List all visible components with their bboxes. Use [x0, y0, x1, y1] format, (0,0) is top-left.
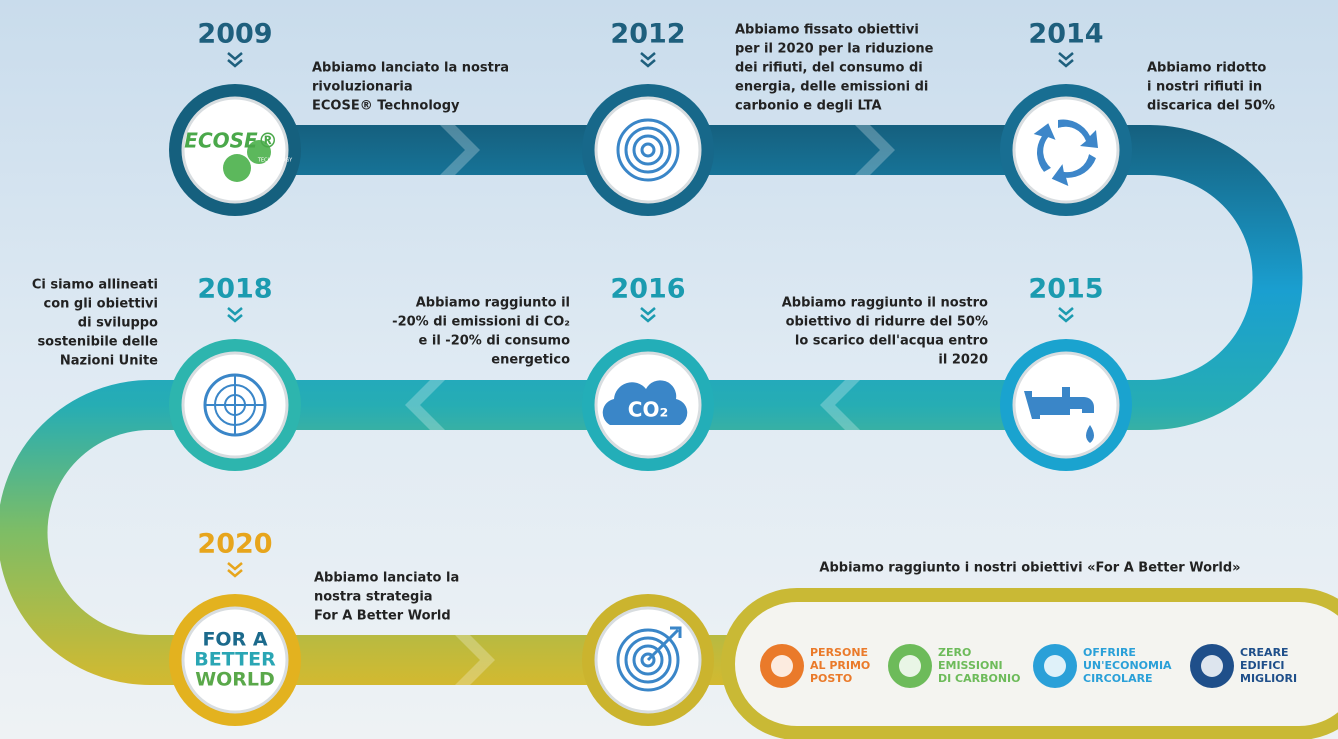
milestone-text: sostenibile delle	[37, 335, 158, 350]
year: 2016	[610, 274, 685, 305]
milestone-text: obiettivo di ridurre del 50%	[786, 315, 988, 330]
goal-label: AL PRIMO	[810, 659, 870, 672]
goal-icon-inner	[771, 655, 793, 677]
milestone-text: Abbiamo lanciato la nostra	[312, 61, 509, 76]
goal-label: DI CARBONIO	[938, 672, 1021, 685]
milestone-text: nostra strategia	[314, 590, 433, 605]
year: 2018	[197, 274, 272, 305]
milestone-text: -20% di emissioni di CO₂	[392, 315, 570, 330]
milestone-text: Nazioni Unite	[60, 354, 158, 369]
icon-text: TECHNOLOGY	[257, 158, 293, 164]
milestone-text: rivoluzionaria	[312, 80, 413, 95]
milestone-text: ECOSE® Technology	[312, 99, 460, 114]
goal-icon-inner	[899, 655, 921, 677]
milestone-text: per il 2020 per la riduzione	[735, 42, 934, 57]
milestone-text: Abbiamo lanciato la	[314, 571, 459, 586]
goals-title: Abbiamo raggiunto i nostri obiettivi «Fo…	[819, 561, 1240, 576]
year: 2012	[610, 19, 685, 50]
goal-label: POSTO	[810, 672, 852, 685]
milestone-text: dei rifiuti, del consumo di	[735, 61, 923, 76]
year: 2014	[1028, 19, 1103, 50]
milestone-text: Abbiamo ridotto	[1147, 61, 1266, 76]
year: 2015	[1028, 274, 1103, 305]
goal-label: MIGLIORI	[1240, 672, 1297, 685]
milestone-text: Abbiamo raggiunto il	[416, 296, 570, 311]
milestone-text: lo scarico dell'acqua entro	[795, 334, 988, 349]
icon-text: CO₂	[628, 398, 668, 422]
goal-label: CIRCOLARE	[1083, 672, 1153, 685]
milestone-text: i nostri rifiuti in	[1147, 80, 1262, 95]
goal-label: PERSONE	[810, 646, 868, 659]
milestone-text: Abbiamo raggiunto il nostro	[782, 296, 988, 311]
timeline-infographic: 2009 Abbiamo lanciato la nostra rivoluzion…	[0, 0, 1338, 739]
milestone-text: energia, delle emissioni di	[735, 80, 928, 95]
goal-label: EMISSIONI	[938, 659, 1003, 672]
milestone-text: di sviluppo	[78, 316, 158, 331]
milestone-text: Abbiamo fissato obiettivi	[735, 23, 919, 38]
milestone-text: con gli obiettivi	[44, 297, 159, 312]
milestone-text: Ci siamo allineati	[32, 278, 158, 293]
goal-label: EDIFICI	[1240, 659, 1285, 672]
icon-text: ECOSE®	[184, 129, 277, 153]
icon-disc	[596, 98, 700, 202]
icon-text: BETTER	[194, 649, 276, 671]
year: 2009	[197, 19, 272, 50]
goal-label: ZERO	[938, 646, 971, 659]
goal-label: OFFRIRE	[1083, 646, 1136, 659]
icon-text: WORLD	[195, 669, 275, 691]
icon-text: FOR A	[202, 629, 267, 651]
goal-icon-inner	[1044, 655, 1066, 677]
milestone-text: carbonio e degli LTA	[735, 99, 882, 114]
milestone-text: e il -20% di consumo	[419, 334, 571, 349]
milestone-text: discarica del 50%	[1147, 99, 1275, 114]
year: 2020	[197, 529, 272, 560]
goal-icon-inner	[1201, 655, 1223, 677]
milestone-text: il 2020	[938, 353, 988, 368]
icon-disc	[1014, 98, 1118, 202]
milestone-text: For A Better World	[314, 609, 451, 624]
goal-label: CREARE	[1240, 646, 1289, 659]
milestone-text: energetico	[491, 353, 570, 368]
goal-label: UN'ECONOMIA	[1083, 659, 1172, 672]
ecose-blob	[223, 154, 251, 182]
